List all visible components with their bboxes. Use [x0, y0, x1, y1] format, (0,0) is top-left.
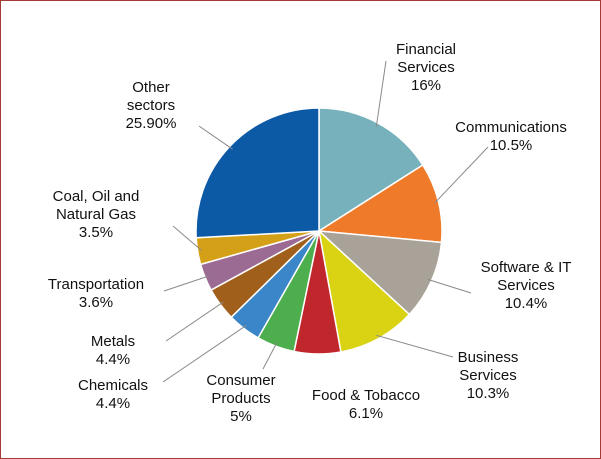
value-label: 10.5% — [489, 137, 533, 154]
category-label: Communications — [455, 119, 567, 136]
slice-label: Transportation 3.6% — [26, 276, 166, 312]
leader-line — [434, 146, 489, 204]
pie-slice — [317, 228, 411, 353]
slice-label: Consumer Products 5% — [196, 372, 286, 426]
slice-label: Coal, Oil and Natural Gas 3.5% — [34, 188, 159, 242]
leader-line — [165, 301, 224, 342]
category-label: Food & Tobacco — [311, 387, 421, 404]
category-label: Other sectors — [126, 79, 176, 114]
leader-line — [376, 334, 454, 358]
leader-line — [427, 278, 472, 294]
value-label: 3.6% — [78, 294, 114, 311]
slice-label: Business Services 10.3% — [448, 349, 528, 403]
leader-line — [162, 324, 247, 383]
value-label: 10.4% — [504, 295, 548, 312]
pie-slice — [195, 107, 320, 239]
value-label: 4.4% — [95, 395, 131, 412]
value-label: 3.5% — [78, 224, 114, 241]
slice-label: Financial Services 16% — [381, 41, 471, 95]
pie-slice — [316, 163, 443, 244]
value-label: 16% — [410, 77, 442, 94]
slice-label: Other sectors 25.90% — [114, 79, 189, 133]
category-label: Financial Services — [395, 41, 457, 76]
leader-line — [375, 60, 387, 127]
leader-line — [262, 342, 278, 370]
category-label: Metals — [90, 333, 136, 350]
category-label: Coal, Oil and Natural Gas — [52, 188, 140, 223]
category-label: Chemicals — [77, 377, 149, 394]
slice-label: Software & IT Services 10.4% — [476, 259, 576, 313]
value-label: 10.3% — [466, 385, 510, 402]
value-label: 6.1% — [348, 405, 384, 422]
category-label: Software & IT Services — [480, 259, 572, 294]
leader-line — [198, 125, 233, 150]
value-label: 4.4% — [95, 351, 131, 368]
slice-label: Metals 4.4% — [68, 333, 158, 369]
category-label: Transportation — [47, 276, 145, 293]
pie-slice — [318, 107, 424, 233]
leader-line — [163, 275, 209, 292]
category-label: Consumer Products — [206, 372, 276, 407]
slice-label: Communications 10.5% — [441, 119, 581, 155]
value-label: 25.90% — [125, 115, 177, 132]
category-label: Business Services — [457, 349, 519, 384]
slice-label: Chemicals 4.4% — [68, 377, 158, 413]
leader-line — [172, 225, 202, 251]
value-label: 5% — [230, 408, 252, 425]
slice-label: Food & Tobacco 6.1% — [291, 387, 441, 423]
